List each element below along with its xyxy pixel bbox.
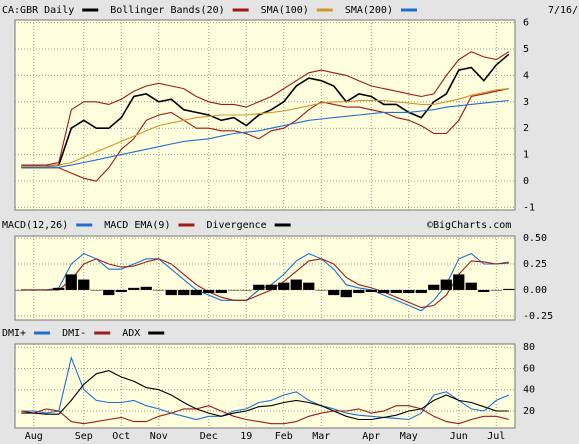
histogram-bar [215, 289, 227, 294]
histogram-bar [315, 289, 327, 291]
plot-area [14, 343, 516, 429]
histogram-bar [15, 289, 27, 291]
histogram-bar [190, 289, 202, 296]
histogram-bar [390, 289, 402, 294]
histogram-bar [40, 289, 52, 291]
y-tick-label: 0.25 [523, 259, 547, 270]
histogram-bar [278, 282, 290, 290]
y-tick-label: 0 [523, 176, 529, 187]
histogram-bar [65, 274, 77, 290]
histogram-bar [490, 289, 502, 291]
histogram-bar [328, 289, 340, 296]
legend-label: MACD(12,26) [2, 220, 68, 231]
series-line [21, 88, 509, 168]
histogram-bar [240, 289, 252, 291]
series-line [21, 99, 509, 169]
histogram-bar [503, 288, 515, 290]
histogram-bar [153, 289, 165, 291]
histogram-bar [28, 289, 40, 291]
y-tick-label: 60 [523, 363, 535, 374]
histogram-bar [140, 286, 152, 290]
histogram-bar [415, 289, 427, 294]
histogram-bar [253, 284, 265, 290]
legend-label: DMI- [62, 328, 86, 339]
y-tick-label: 1 [523, 150, 529, 161]
y-tick-label: 0.50 [523, 233, 547, 244]
histogram-bar [78, 279, 90, 290]
histogram-bar [465, 282, 477, 290]
histogram-bar [90, 289, 102, 291]
credit: ©BigCharts.com [427, 220, 511, 231]
histogram-bar [378, 289, 390, 294]
series-line [21, 252, 509, 312]
y-tick-label: 5 [523, 44, 529, 55]
histogram-bar [103, 289, 115, 296]
histogram-bar [428, 284, 440, 290]
x-tick-label: Dec [200, 431, 218, 442]
y-tick-label: 3 [523, 97, 529, 108]
histogram-bar [165, 289, 177, 296]
legend-label: Bollinger Bands(20) [110, 5, 224, 16]
histogram-bar [340, 289, 352, 298]
series-line [21, 53, 510, 168]
x-tick-label: Oct [112, 431, 130, 442]
x-tick-label: Feb [275, 431, 293, 442]
histogram-bar [290, 279, 302, 290]
legend-label: SMA(100) [261, 5, 309, 16]
y-tick-label: 80 [523, 342, 535, 353]
x-tick-label: Aug [25, 431, 43, 442]
histogram-bar [440, 279, 452, 290]
histogram-bar [115, 289, 127, 292]
series-line [21, 258, 509, 309]
x-tick-label: May [400, 431, 418, 442]
y-tick-label: 20 [523, 406, 535, 417]
plot-area [14, 19, 516, 211]
legend-label: CA:GBR Daily [2, 5, 74, 16]
plot-area [14, 235, 516, 321]
histogram-bar [203, 289, 215, 294]
histogram-bar [128, 287, 140, 290]
x-tick-label: Sep [75, 431, 93, 442]
y-tick-label: -1 [523, 202, 535, 213]
histogram-bar [453, 274, 465, 290]
x-tick-label: Mar [312, 431, 330, 442]
y-tick-label: 0.00 [523, 285, 547, 296]
histogram-bar [353, 289, 365, 294]
histogram-bar [265, 284, 277, 290]
histogram-bar [228, 289, 240, 291]
legend-label: MACD EMA(9) [104, 220, 170, 231]
legend-label: Divergence [206, 220, 266, 231]
series-line [21, 370, 509, 421]
x-tick-label: Nov [150, 431, 168, 442]
y-tick-label: 40 [523, 385, 535, 396]
y-tick-label: 6 [523, 18, 529, 29]
legend-label: SMA(200) [345, 5, 393, 16]
y-tick-label: -0.25 [523, 311, 553, 322]
histogram-bar [303, 282, 315, 290]
series-line [21, 405, 509, 425]
histogram-bar [53, 287, 65, 290]
series-line [21, 51, 510, 166]
y-tick-label: 2 [523, 123, 529, 134]
legend-label: DMI+ [2, 328, 26, 339]
legend-label: ADX [122, 328, 140, 339]
date: 7/16/19 [548, 5, 579, 16]
histogram-bar [403, 289, 415, 294]
series-line [21, 88, 509, 182]
x-tick-label: Jun [450, 431, 468, 442]
x-tick-label: 19 [240, 431, 252, 442]
y-tick-label: 4 [523, 70, 529, 81]
x-tick-label: Jul [487, 431, 505, 442]
histogram-bar [365, 289, 377, 292]
histogram-bar [478, 289, 490, 292]
x-tick-label: Apr [362, 431, 380, 442]
histogram-bar [178, 289, 190, 296]
